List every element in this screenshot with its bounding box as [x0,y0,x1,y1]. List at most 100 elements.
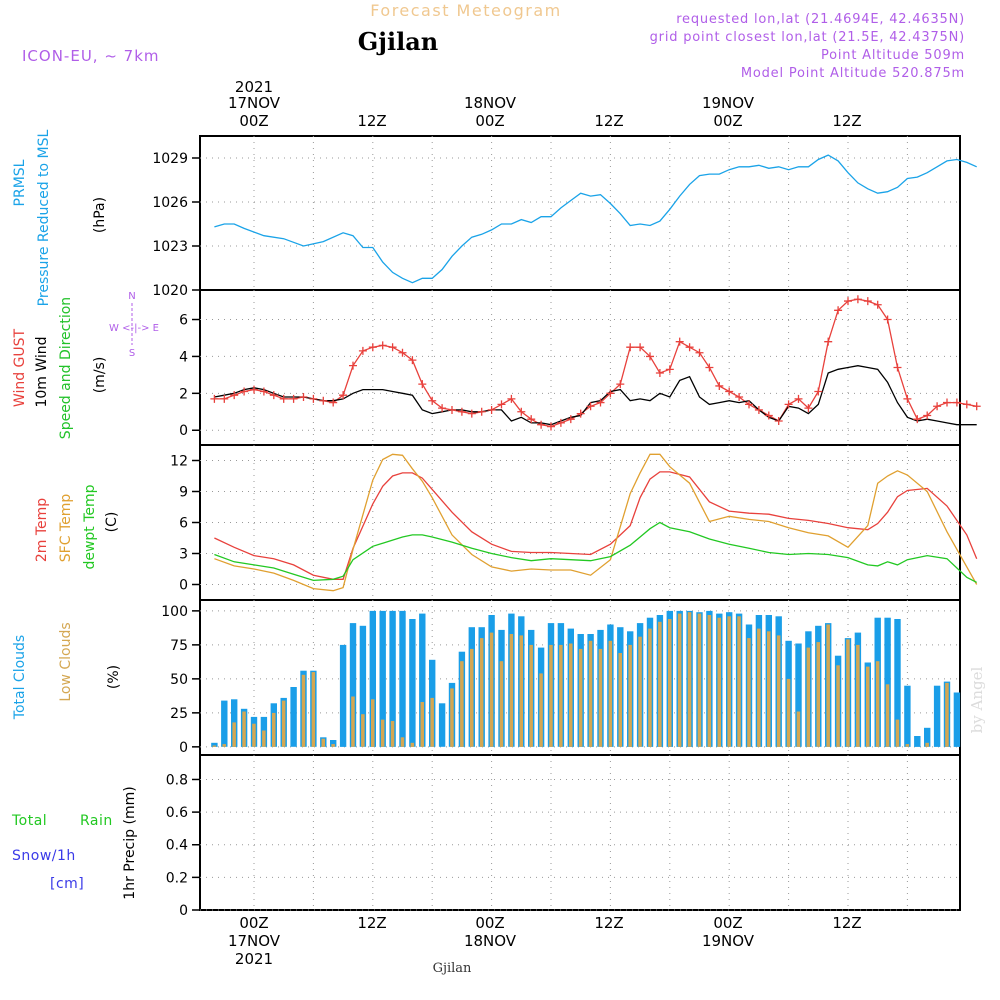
y-tick-label: 6 [179,313,188,329]
y-tick-label: 0 [179,740,188,756]
cloud-bar [747,638,751,747]
gust-marker [903,394,912,403]
y-tick-label: 0.8 [166,772,188,788]
cloud-bar [430,697,434,747]
gust-marker [467,409,476,418]
gust-marker [695,348,704,357]
cloud-bar [866,666,870,747]
gust-marker [636,343,645,352]
total-clouds-label: Total Clouds [12,635,28,720]
gust-marker [349,361,357,370]
gust-marker [428,396,437,405]
bottom-hour-label: 00Z [239,914,268,932]
bottom-hour-label: 00Z [475,914,504,932]
precip-rain-label: Rain [80,813,113,829]
cloud-bar [559,644,563,747]
cloud-bar [281,700,286,747]
cloud-bar [727,616,731,747]
panel-frame [199,135,961,291]
gust-marker [259,387,268,396]
cloud-bar [222,744,226,747]
gust-marker [368,343,377,352]
wind-speed-direction-label: Speed and Direction [58,297,74,439]
bottom-date-label: 18NOV [464,932,517,950]
gust-marker [943,398,951,407]
y-tick-label: 0 [179,423,188,439]
cloud-bar [349,623,357,747]
cloud-bar [272,712,276,747]
cloud-bar [697,613,702,747]
cloud-bar [419,613,426,747]
top-date-label: 19NOV [702,94,755,112]
cloud-bar [933,685,941,747]
gust-marker [794,394,803,403]
cloud-bar [884,617,891,747]
cloud-bar [232,722,236,747]
model-name: ICON-EU, ~ 7km [22,47,160,65]
precip-panel: 0 0.2 0.4 0.6 0.8 [166,754,961,919]
cloud-bar [331,744,335,747]
compass-west-east: W <-|-> E [109,323,159,334]
gust-marker [873,300,882,309]
top-time-axis: 2021 17NOV 18NOV 19NOV 00Z 12Z 00Z 12Z 0… [228,78,862,130]
bottom-hour-label: 12Z [832,914,861,932]
top-hour-label: 00Z [713,112,742,130]
cloud-bar [767,631,771,747]
precip-snow-label: Snow/1h [12,848,76,864]
cloud-bar [687,612,692,747]
cloud-bar [925,742,929,747]
gust-marker [230,391,239,400]
gust-marker [329,398,338,407]
cloud-bar [409,619,416,747]
credit-watermark: by Angel [968,666,986,733]
clouds-panel: 0 25 50 75 100 [161,599,961,756]
gust-marker [210,394,219,403]
cloud-bar [717,617,721,747]
gust-marker [685,343,694,352]
gust-marker [606,389,615,398]
gust-marker [448,405,456,414]
bottom-hour-label: 12Z [357,914,386,932]
gust-marker [527,415,536,424]
compass-south: S [129,348,135,359]
cloud-bar [618,653,622,747]
top-hour-label: 12Z [357,112,386,130]
cloud-bar [836,665,840,747]
gust-marker [537,420,546,429]
gust-marker [893,363,902,372]
cloud-bar [529,644,533,747]
cloud-bar [638,636,642,747]
gust-marker [824,337,833,346]
y-tick-label: 1026 [152,195,188,211]
gust-marker [675,337,684,346]
location-title: Gjilan [358,27,438,56]
temp-2m-label: 2m Temp [34,498,50,562]
wind-panel: 0 2 4 6 [179,289,981,446]
series-line [214,365,977,426]
cloud-bar [460,661,464,747]
cloud-bar [904,685,911,747]
cloud-bar [608,640,613,747]
gust-marker [507,394,516,403]
temp-dewpt-label: dewpt Temp [82,484,98,569]
y-tick-label: 0 [179,903,188,919]
gust-marker [784,400,793,409]
gust-marker [814,387,823,396]
gust-marker [834,306,843,315]
y-tick-label: 0.6 [166,805,188,821]
cloud-bar [757,628,761,747]
gust-marker [853,295,862,304]
gust-marker [913,415,922,424]
cloud-bar [786,678,791,747]
top-date-label: 18NOV [464,94,517,112]
y-tick-label: 50 [170,672,188,688]
cloud-bar [420,702,424,747]
gust-marker [745,400,753,409]
cloud-bar [252,723,256,747]
precip-unit: 1hr Precip (mm) [122,786,138,899]
series-line [214,453,978,592]
temperature-panel: 0 3 6 9 12 [170,444,978,601]
gust-marker [933,402,942,411]
gust-marker [665,365,674,374]
